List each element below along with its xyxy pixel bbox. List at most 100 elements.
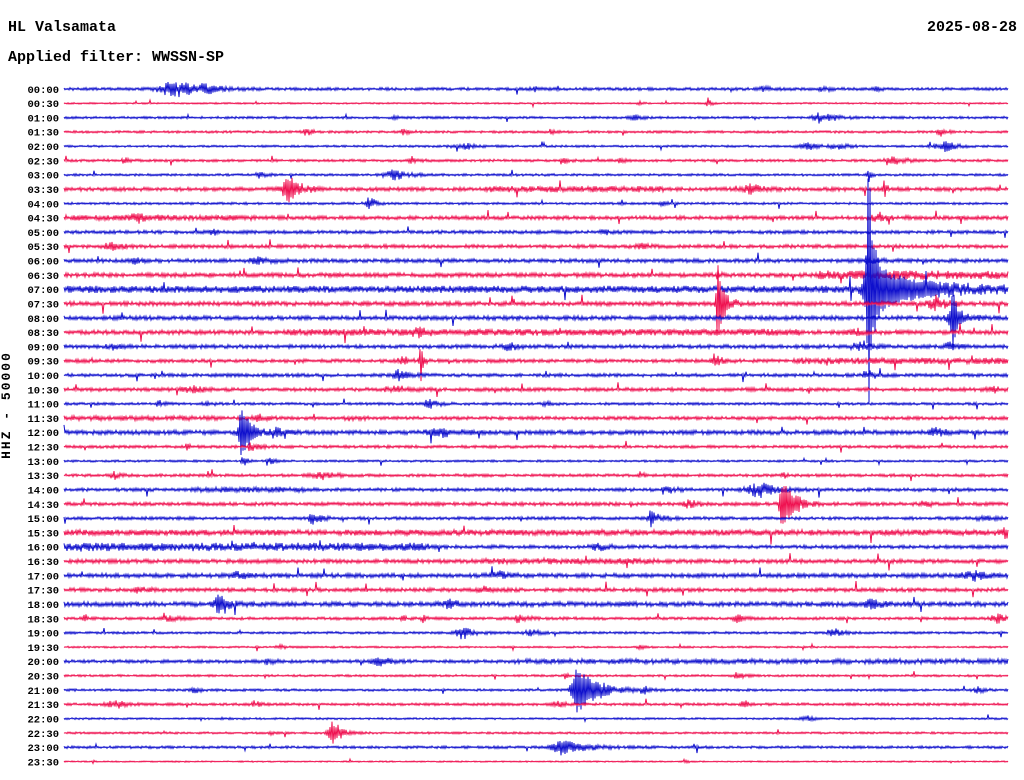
row-time-label: 01:00: [27, 113, 59, 125]
row-time-label: 16:30: [27, 557, 59, 569]
row-time-label: 20:00: [27, 657, 59, 669]
row-time-label: 03:00: [27, 171, 59, 183]
trace-row-09:00: [63, 340, 1009, 352]
trace-row-00:00: [63, 82, 1009, 98]
row-time-label: 22:00: [27, 714, 59, 726]
trace-row-01:30: [63, 128, 1009, 137]
trace-row-19:00: [63, 627, 1009, 640]
trace-row-02:00: [63, 140, 1009, 153]
trace-row-18:30: [63, 612, 1009, 624]
row-time-label: 23:00: [27, 743, 59, 755]
row-time-label: 07:00: [27, 285, 59, 297]
trace-row-14:00: [63, 482, 1009, 499]
row-time-label: 19:00: [27, 629, 59, 641]
row-time-label: 05:00: [27, 228, 59, 240]
trace-row-02:30: [63, 155, 1009, 166]
trace-row-17:30: [63, 581, 1009, 598]
row-time-label: 17:30: [27, 586, 59, 598]
trace-row-00:30: [63, 97, 1009, 109]
row-time-label: 21:30: [27, 700, 59, 712]
trace-row-14:30: [63, 485, 1009, 524]
trace-row-20:00: [63, 656, 1009, 667]
row-time-label: 11:00: [27, 400, 59, 412]
trace-row-06:30: [63, 267, 1009, 284]
row-time-label: 18:30: [27, 614, 59, 626]
row-time-label: 21:00: [27, 686, 59, 698]
trace-row-10:00: [63, 368, 1009, 383]
trace-row-23:30: [63, 757, 1009, 765]
trace-row-07:30: [63, 265, 1009, 332]
row-time-label: 04:30: [27, 214, 59, 226]
row-time-label: 04:00: [27, 199, 59, 211]
trace-row-07:00: [63, 178, 1009, 403]
row-time-label: 09:30: [27, 357, 59, 369]
row-time-label: 06:30: [27, 271, 59, 283]
row-time-label: 06:00: [27, 257, 59, 269]
date-label: 2025-08-28: [926, 19, 1017, 36]
row-time-label: 09:00: [27, 342, 59, 354]
trace-row-20:30: [63, 671, 1009, 681]
trace-row-11:30: [63, 413, 1009, 425]
trace-row-21:00: [63, 669, 1009, 713]
trace-row-15:30: [63, 525, 1009, 545]
row-time-label: 20:30: [27, 672, 59, 684]
trace-row-06:00: [63, 252, 1009, 268]
row-time-label: 22:30: [27, 729, 59, 741]
row-time-label: 13:30: [27, 471, 59, 483]
row-time-label: 00:30: [27, 99, 59, 111]
row-time-label: 17:00: [27, 571, 59, 583]
station-title: HL Valsamata: [8, 19, 117, 36]
trace-row-04:00: [63, 197, 1009, 209]
row-time-label: 08:00: [27, 314, 59, 326]
trace-row-13:00: [63, 456, 1009, 467]
trace-row-15:00: [63, 510, 1009, 528]
row-time-label: 13:00: [27, 457, 59, 469]
row-time-label: 07:30: [27, 299, 59, 311]
trace-row-08:30: [63, 323, 1009, 344]
row-time-label: 14:30: [27, 500, 59, 512]
trace-row-04:30: [63, 209, 1009, 225]
trace-row-12:00: [63, 410, 1009, 456]
trace-row-23:00: [63, 740, 1009, 756]
row-time-label: 01:30: [27, 128, 59, 140]
row-time-label: 18:00: [27, 600, 59, 612]
row-time-label: 23:30: [27, 757, 59, 769]
trace-row-05:30: [63, 239, 1009, 254]
trace-row-18:00: [63, 594, 1009, 616]
trace-row-16:00: [63, 540, 1009, 552]
trace-row-03:00: [63, 169, 1009, 182]
row-time-label: 10:00: [27, 371, 59, 383]
applied-filter-label: Applied filter: WWSSN-SP: [8, 49, 225, 66]
row-time-label: 08:30: [27, 328, 59, 340]
trace-row-22:30: [63, 721, 1009, 744]
row-time-label: 00:00: [27, 85, 59, 97]
row-time-label: 15:30: [27, 528, 59, 540]
row-time-label: 19:30: [27, 643, 59, 655]
row-time-label: 16:00: [27, 543, 59, 555]
trace-row-12:30: [63, 440, 1009, 453]
row-time-label: 02:00: [27, 142, 59, 154]
row-time-label: 12:30: [27, 443, 59, 455]
trace-row-16:30: [63, 553, 1009, 571]
y-axis-scale-label: HHZ - 50000: [0, 351, 14, 459]
trace-row-05:00: [63, 226, 1009, 238]
row-time-label: 11:30: [27, 414, 59, 426]
row-time-label: 14:00: [27, 486, 59, 498]
row-time-label: 15:00: [27, 514, 59, 526]
row-time-label: 05:30: [27, 242, 59, 254]
trace-row-09:30: [63, 349, 1009, 382]
trace-row-01:00: [63, 112, 1009, 124]
trace-row-13:30: [63, 469, 1009, 482]
trace-row-10:30: [63, 382, 1009, 398]
trace-row-08:00: [63, 294, 1009, 348]
trace-row-21:30: [63, 698, 1009, 710]
row-time-label: 03:30: [27, 185, 59, 197]
trace-row-19:30: [63, 642, 1009, 653]
trace-row-17:00: [63, 566, 1009, 582]
trace-row-22:00: [63, 714, 1009, 724]
trace-row-03:30: [63, 177, 1009, 203]
row-time-label: 10:30: [27, 385, 59, 397]
row-time-label: 12:00: [27, 428, 59, 440]
